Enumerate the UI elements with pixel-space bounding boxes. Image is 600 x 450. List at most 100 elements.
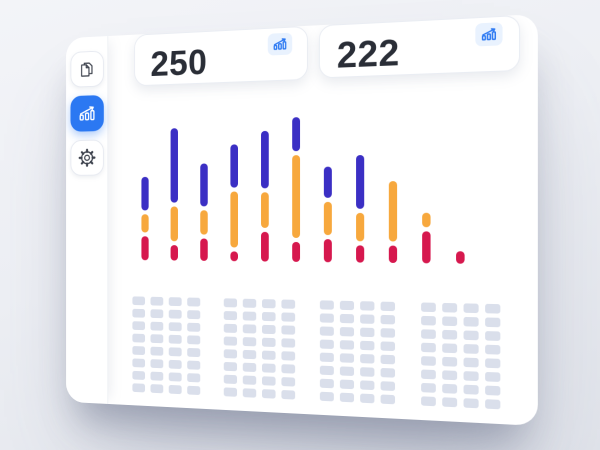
grid-cell xyxy=(442,383,457,394)
bar-segment-blue xyxy=(356,154,365,209)
grid-cell xyxy=(319,339,334,349)
grid-cell xyxy=(168,384,182,394)
grid-cell xyxy=(281,325,295,335)
grid-cell xyxy=(339,366,354,376)
grid-cell xyxy=(262,299,276,308)
grid-cell xyxy=(187,322,200,332)
grid-cell xyxy=(485,399,500,409)
grid-cell xyxy=(242,324,256,334)
grid-cell xyxy=(168,297,182,306)
grid-cell xyxy=(242,349,256,359)
grid-cell xyxy=(187,373,200,382)
grid-cell xyxy=(150,321,163,331)
dashboard-panel: 250 222 xyxy=(66,14,538,426)
grid-cell xyxy=(380,341,395,351)
bar-segment-blue xyxy=(292,117,301,152)
grid-cell xyxy=(223,349,237,358)
bar-segment-orange xyxy=(422,212,431,228)
grid-cell xyxy=(132,308,145,318)
grid-cell xyxy=(132,383,145,392)
bar-segment-orange xyxy=(356,212,365,242)
grid-cell xyxy=(339,353,354,363)
grid-cell xyxy=(262,337,276,347)
grid-cell xyxy=(223,361,237,371)
grid-cell xyxy=(485,317,500,327)
bar-segment-red xyxy=(422,231,431,264)
bar-segment-blue xyxy=(323,166,332,198)
grid-cell xyxy=(463,303,479,313)
grid-cell xyxy=(380,354,395,364)
bar-segment-orange xyxy=(261,192,269,228)
bar-segment-orange xyxy=(170,206,178,242)
grid-cell xyxy=(442,343,457,353)
grid-cell xyxy=(421,342,436,352)
bar-segment-red xyxy=(292,241,301,262)
grid-cell xyxy=(442,397,457,407)
bar-segment-red xyxy=(230,251,239,262)
grid-cell xyxy=(132,321,145,330)
grid-cell xyxy=(339,313,354,323)
grid-cell xyxy=(168,372,182,382)
grid-cell xyxy=(463,357,479,367)
grid-cell xyxy=(339,379,354,389)
grid-cell xyxy=(380,328,395,338)
grid-cell xyxy=(319,352,334,362)
grid-cell xyxy=(485,344,500,355)
grid-cell xyxy=(281,351,295,361)
grid-cell xyxy=(485,385,500,396)
grid-cell xyxy=(380,394,395,404)
grid-cell xyxy=(168,334,182,344)
grid-cell xyxy=(281,389,295,400)
grid-cell xyxy=(281,312,295,322)
grid-cell xyxy=(223,311,237,320)
grid-cell xyxy=(187,347,200,357)
grid-cell xyxy=(421,329,436,339)
bar-segment-blue xyxy=(230,144,239,188)
grid-cell xyxy=(463,371,479,381)
grid-cell xyxy=(360,367,374,377)
grid-cell xyxy=(442,316,457,326)
grid-cell xyxy=(360,327,374,337)
grid-cell xyxy=(242,311,256,321)
grid-cell xyxy=(319,300,334,310)
bar-segment-blue xyxy=(141,176,149,211)
grid-cell xyxy=(319,326,334,336)
grid-cell xyxy=(421,396,436,406)
bar-segment-blue xyxy=(170,128,178,203)
grid-cell xyxy=(223,336,237,346)
grid-cell xyxy=(150,384,163,393)
bar-segment-red xyxy=(261,231,269,262)
grid-cell xyxy=(132,296,145,305)
grid-cell xyxy=(421,302,436,312)
bar-segment-red xyxy=(388,245,398,264)
grid-cell xyxy=(168,309,182,319)
grid-cell xyxy=(339,340,354,350)
grid-cell xyxy=(319,365,334,375)
grid-cell xyxy=(187,360,200,370)
bar-segment-orange xyxy=(292,155,301,238)
grid-cell xyxy=(463,398,479,408)
grid-cell xyxy=(360,314,374,324)
grid-cell xyxy=(360,353,374,364)
grid-cell xyxy=(485,371,500,382)
bar-segment-orange xyxy=(388,181,398,242)
grid-cell xyxy=(223,323,237,333)
grid-cell xyxy=(380,301,395,311)
grid-cell xyxy=(262,311,276,321)
grid-cell xyxy=(262,376,276,386)
grid-cell xyxy=(281,377,295,387)
grid-cell xyxy=(223,374,237,384)
grid-cell xyxy=(485,303,500,314)
grid-cell xyxy=(319,378,334,388)
grid-cell xyxy=(132,333,145,343)
grid-cell xyxy=(463,344,479,354)
grid-cell xyxy=(421,356,436,366)
grid-cell xyxy=(242,337,256,346)
grid-cell xyxy=(281,338,295,348)
grid-cell xyxy=(242,375,256,385)
grid-cell xyxy=(281,364,295,374)
grid-cell xyxy=(442,302,457,313)
grid-cell xyxy=(168,347,182,356)
grid-cell xyxy=(421,382,436,393)
